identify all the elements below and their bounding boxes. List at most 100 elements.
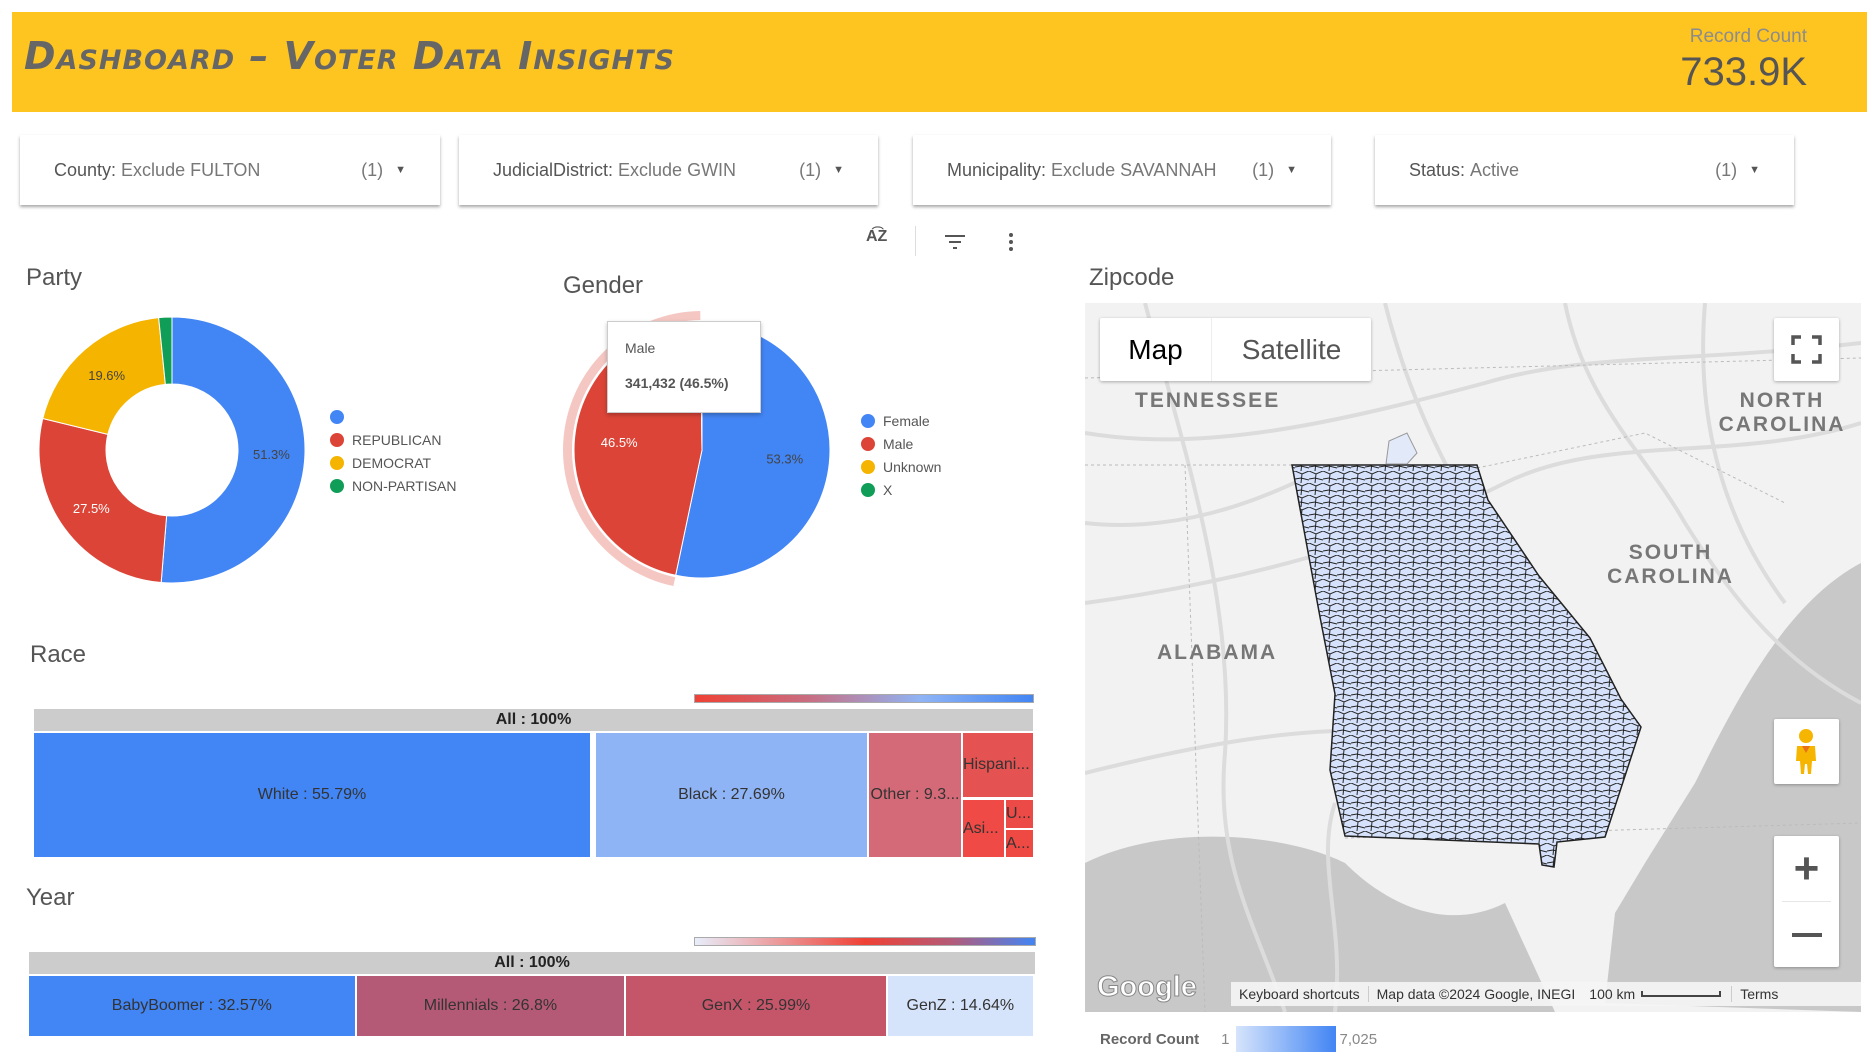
legend-item[interactable]: REPUBLICAN	[330, 428, 457, 451]
filter-key: County:	[54, 159, 117, 180]
map-label-alabama: ALABAMA	[1157, 641, 1278, 664]
slice-label: 46.5%	[601, 435, 638, 450]
record-count-value: 733.9K	[1680, 50, 1807, 94]
map-data-text: Map data ©2024 Google, INEGI	[1367, 986, 1584, 1002]
more-vert-icon[interactable]	[1005, 231, 1017, 253]
legend-label: REPUBLICAN	[352, 431, 442, 448]
filter-icon[interactable]	[943, 233, 967, 251]
treemap-cell[interactable]: A...	[1006, 830, 1033, 857]
legend-dot-icon	[330, 432, 344, 447]
map-attribution: Keyboard shortcuts Map data ©2024 Google…	[1231, 982, 1861, 1006]
legend-item[interactable]	[330, 405, 457, 428]
zoom-in-button[interactable]: +	[1793, 843, 1820, 893]
keyboard-shortcuts-link[interactable]: Keyboard shortcuts	[1239, 986, 1360, 1002]
legend-item[interactable]: Unknown	[861, 455, 941, 478]
legend-dot-icon	[330, 409, 344, 424]
pie-slice-democrat[interactable]	[42, 317, 166, 435]
filter-county[interactable]: County: Exclude FULTON (1) ▼	[20, 135, 440, 205]
party-donut-chart[interactable]: 51.3% 27.5% 19.6%	[30, 310, 320, 600]
treemap-cell[interactable]: BabyBoomer : 32.57%	[29, 976, 355, 1036]
legend-label: Unknown	[883, 458, 942, 475]
fullscreen-icon	[1791, 335, 1822, 364]
treemap-root-header[interactable]: All : 100%	[29, 952, 1035, 974]
map-label-tennessee: TENNESSEE	[1135, 389, 1281, 412]
treemap-root-header[interactable]: All : 100%	[34, 709, 1033, 731]
filter-judicial-district[interactable]: JudicialDistrict: Exclude GWIN (1) ▼	[459, 135, 878, 205]
slice-label: 51.3%	[253, 447, 290, 462]
dropdown-arrow-icon: ▼	[833, 164, 844, 176]
race-color-scale	[694, 694, 1034, 703]
map-legend-max: 7,025	[1339, 1030, 1378, 1048]
treemap-cell[interactable]: Hispani...	[963, 733, 1033, 797]
legend-dot-icon	[861, 413, 875, 428]
slice-label: 19.6%	[88, 368, 125, 383]
legend-label: DEMOCRAT	[352, 454, 432, 471]
dropdown-arrow-icon: ▼	[1286, 164, 1297, 176]
map-scale-bar	[1641, 991, 1722, 997]
slice-label: 27.5%	[73, 501, 110, 516]
map-type-map-button[interactable]: Map	[1100, 318, 1212, 381]
party-legend: REPUBLICAN DEMOCRAT NON-PARTISAN	[330, 405, 457, 497]
map-scale-label: 100 km	[1589, 986, 1636, 1002]
zipcode-map[interactable]: TENNESSEE NORTH CAROLINA SOUTH CAROLINA …	[1085, 303, 1861, 1012]
zoom-out-button[interactable]	[1774, 902, 1839, 967]
gender-legend: Female Male Unknown X	[861, 409, 941, 501]
filter-municipality[interactable]: Municipality: Exclude SAVANNAH (1) ▼	[913, 135, 1331, 205]
treemap-cell[interactable]: White : 55.79%	[34, 733, 590, 857]
sort-az-icon[interactable]: A͡Z	[866, 228, 888, 245]
filter-key: Municipality:	[947, 159, 1047, 180]
tooltip-label: Male	[625, 340, 656, 356]
map-type-control: Map Satellite	[1100, 318, 1371, 381]
georgia-zipcode-regions[interactable]	[1291, 464, 1642, 868]
fullscreen-button[interactable]	[1774, 318, 1839, 381]
filter-status[interactable]: Status: Active (1) ▼	[1375, 135, 1794, 205]
filter-value: Active	[1470, 159, 1520, 180]
legend-dot-icon	[330, 455, 344, 470]
map-legend: Record Count 1 7,025	[1100, 1026, 1377, 1052]
gulf-area	[1085, 836, 1555, 1012]
minus-icon	[1791, 932, 1822, 937]
terms-link[interactable]: Terms	[1731, 986, 1786, 1002]
treemap-cell[interactable]: GenZ : 14.64%	[887, 976, 1033, 1036]
legend-dot-icon	[330, 478, 344, 493]
filter-count: (1)	[361, 159, 384, 180]
google-logo: Google	[1097, 971, 1198, 1004]
map-legend-min: 1	[1221, 1030, 1230, 1048]
legend-item[interactable]: X	[861, 478, 941, 501]
legend-dot-icon	[861, 459, 875, 474]
legend-item[interactable]: DEMOCRAT	[330, 451, 457, 474]
treemap-cell[interactable]: Black : 27.69%	[596, 733, 867, 857]
filter-key: Status:	[1409, 159, 1466, 180]
legend-label: NON-PARTISAN	[352, 477, 457, 494]
toolbar-divider	[915, 226, 916, 256]
pie-slice-republican[interactable]	[38, 417, 168, 584]
filter-key: JudicialDistrict:	[493, 159, 614, 180]
treemap-cell[interactable]: U...	[1006, 800, 1033, 828]
year-chart-title: Year	[26, 884, 75, 911]
map-type-satellite-button[interactable]: Satellite	[1241, 333, 1342, 365]
filter-count: (1)	[1715, 159, 1738, 180]
treemap-cell[interactable]: Asi...	[963, 800, 1004, 857]
treemap-cell[interactable]: Millennials : 26.8%	[356, 976, 625, 1036]
year-color-scale	[694, 937, 1036, 946]
legend-item[interactable]: NON-PARTISAN	[330, 474, 457, 497]
street-view-pegman-button[interactable]	[1774, 719, 1839, 784]
record-count-label: Record Count	[1689, 26, 1807, 47]
legend-item[interactable]: Female	[861, 409, 941, 432]
map-label-north-carolina: NORTH CAROLINA	[1718, 389, 1846, 436]
gender-chart-title: Gender	[563, 272, 644, 299]
pie-slice-non-partisan[interactable]	[158, 316, 173, 385]
map-legend-gradient	[1235, 1026, 1336, 1052]
tooltip-value: 341,432 (46.5%)	[625, 375, 729, 391]
filter-count: (1)	[1252, 159, 1275, 180]
nc-region	[1385, 432, 1418, 465]
legend-label: X	[883, 481, 893, 498]
race-chart-title: Race	[30, 641, 87, 668]
treemap-cell[interactable]: Other : 9.3...	[869, 733, 961, 857]
map-legend-label: Record Count	[1100, 1030, 1200, 1048]
treemap-cell[interactable]: GenX : 25.99%	[626, 976, 886, 1036]
dashboard-header: Dashboard – Voter Data Insights Record C…	[12, 12, 1867, 112]
pie-slice-unlabeled[interactable]	[160, 316, 306, 584]
legend-item[interactable]: Male	[861, 432, 941, 455]
map-label-south-carolina: SOUTH CAROLINA	[1607, 541, 1734, 588]
